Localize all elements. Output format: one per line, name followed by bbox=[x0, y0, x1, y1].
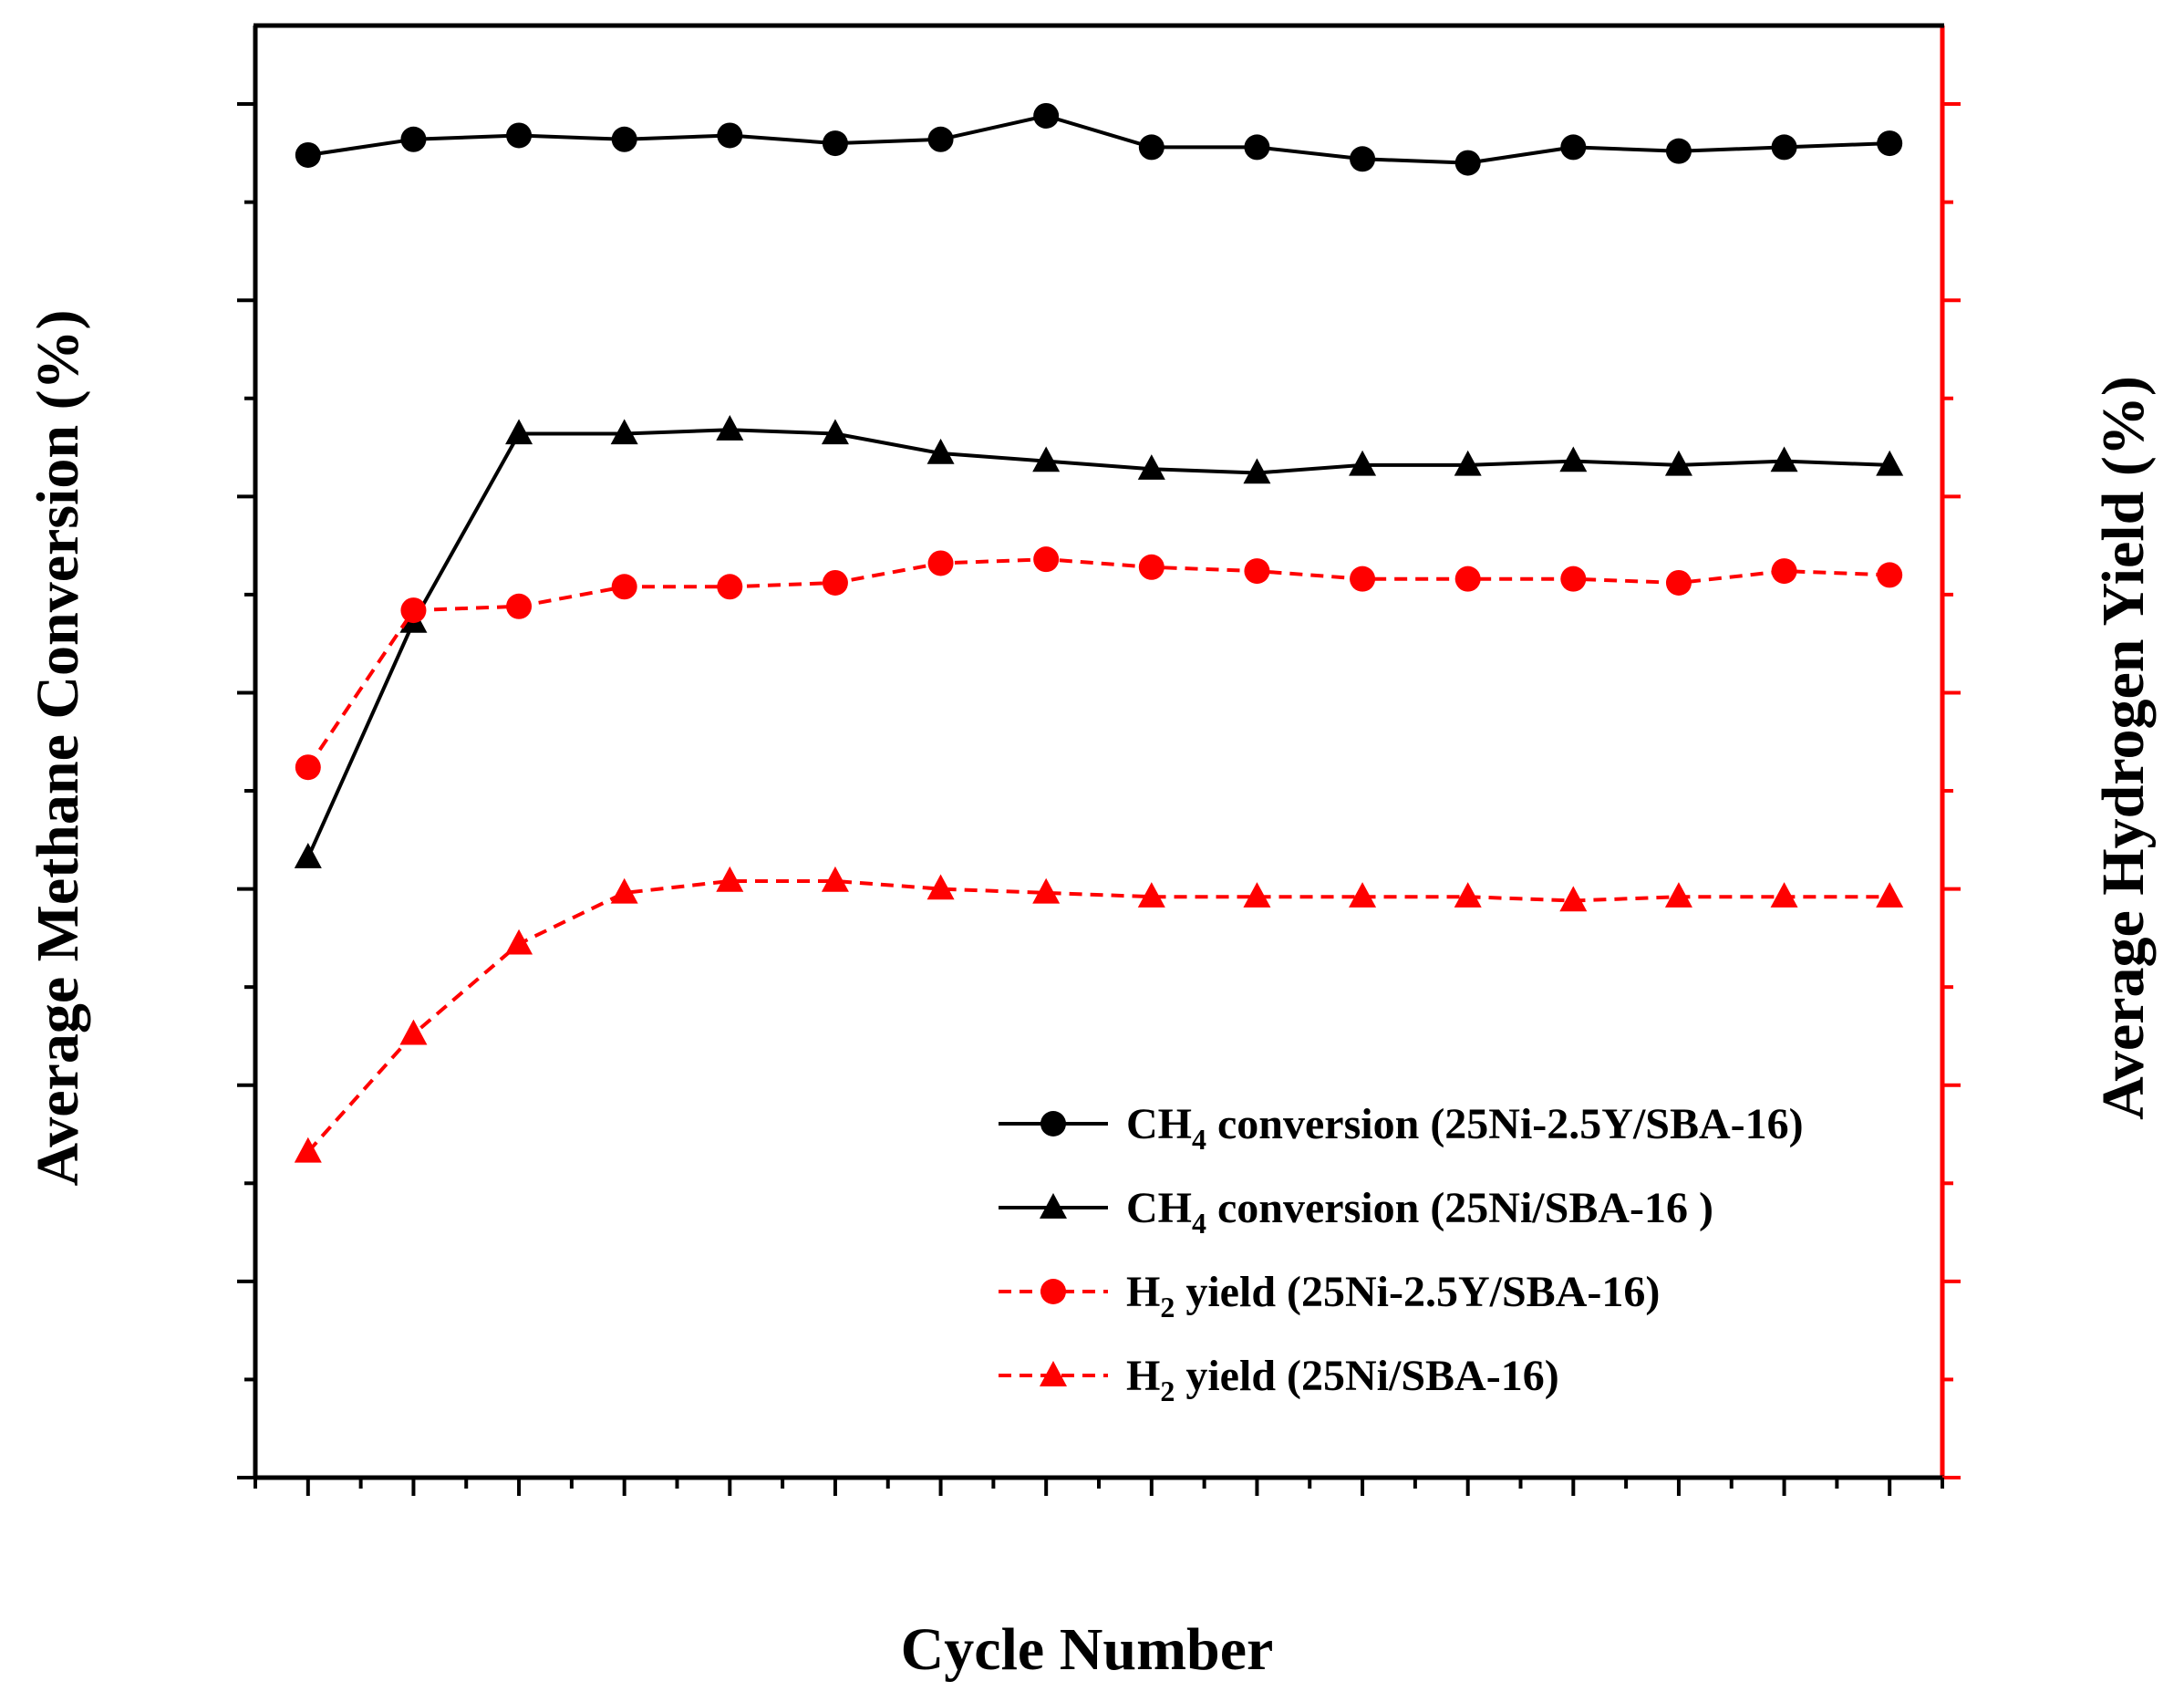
data-point-s2-7 bbox=[926, 438, 955, 464]
data-point-s3-12 bbox=[1454, 566, 1481, 592]
data-point-s2-12 bbox=[1454, 450, 1482, 476]
data-point-s4-6 bbox=[821, 866, 849, 892]
data-point-s1-11 bbox=[1350, 146, 1376, 172]
series-line-3 bbox=[306, 557, 1890, 769]
data-point-s2-11 bbox=[1349, 450, 1377, 476]
data-point-s4-4 bbox=[610, 877, 638, 904]
data-point-s1-7 bbox=[927, 126, 954, 152]
data-point-s3-10 bbox=[1244, 558, 1270, 585]
data-point-s4-2 bbox=[399, 1019, 428, 1045]
legend-label-rest: conversion (25Ni-2.5Y/SBA-16) bbox=[1206, 1100, 1804, 1148]
data-point-s3-3 bbox=[506, 593, 533, 619]
legend-label-rest: yield (25Ni-2.5Y/SBA-16) bbox=[1175, 1268, 1660, 1316]
legend: CH4 conversion (25Ni-2.5Y/SBA-16)CH4 con… bbox=[999, 1100, 1804, 1407]
legend-marker-3 bbox=[1040, 1279, 1066, 1304]
data-point-s4-9 bbox=[1137, 882, 1165, 908]
data-point-s3-5 bbox=[717, 574, 743, 600]
legend-label-subscript: 4 bbox=[1192, 1207, 1206, 1240]
data-point-s1-9 bbox=[1138, 134, 1164, 161]
data-point-s3-16 bbox=[1877, 562, 1903, 588]
data-point-s2-10 bbox=[1243, 458, 1271, 484]
data-point-s4-14 bbox=[1664, 882, 1692, 908]
data-point-s4-11 bbox=[1349, 882, 1377, 908]
data-point-s1-6 bbox=[822, 130, 848, 157]
data-point-s3-9 bbox=[1138, 554, 1164, 580]
axes bbox=[237, 23, 1961, 1496]
data-point-s2-15 bbox=[1770, 446, 1798, 472]
legend-label-4: H2 yield (25Ni/SBA-16) bbox=[1126, 1352, 1559, 1407]
data-point-s1-14 bbox=[1665, 138, 1692, 164]
legend-label-subscript: 2 bbox=[1160, 1375, 1175, 1407]
y-axis-title-left: Average Methane Conversion (%) bbox=[25, 309, 91, 1186]
series-line-2 bbox=[305, 428, 1890, 859]
data-point-s2-1 bbox=[294, 843, 322, 868]
legend-label-1: CH4 conversion (25Ni-2.5Y/SBA-16) bbox=[1126, 1100, 1804, 1156]
data-point-s2-8 bbox=[1032, 446, 1061, 472]
data-point-s3-4 bbox=[611, 574, 637, 600]
data-point-s1-4 bbox=[611, 126, 637, 152]
data-point-s2-16 bbox=[1876, 450, 1904, 476]
data-point-s1-3 bbox=[506, 122, 533, 149]
data-point-s3-13 bbox=[1560, 566, 1587, 592]
data-point-s4-1 bbox=[294, 1136, 322, 1163]
legend-label-main: H bbox=[1126, 1268, 1160, 1316]
data-point-s3-1 bbox=[295, 754, 321, 781]
legend-label-2: CH4 conversion (25Ni/SBA-16 ) bbox=[1126, 1184, 1713, 1240]
data-point-s4-12 bbox=[1454, 882, 1482, 908]
data-point-s4-5 bbox=[716, 866, 744, 892]
data-point-s4-3 bbox=[505, 929, 533, 955]
legend-label-main: CH bbox=[1126, 1184, 1192, 1232]
data-point-s2-9 bbox=[1137, 454, 1165, 480]
data-point-s3-11 bbox=[1350, 566, 1376, 592]
legend-label-rest: conversion (25Ni/SBA-16 ) bbox=[1206, 1184, 1713, 1232]
legend-label-3: H2 yield (25Ni-2.5Y/SBA-16) bbox=[1126, 1268, 1660, 1323]
data-point-s3-2 bbox=[400, 597, 427, 624]
data-point-s3-6 bbox=[822, 569, 848, 596]
legend-marker-4 bbox=[1040, 1361, 1067, 1386]
data-point-s3-15 bbox=[1771, 558, 1797, 585]
data-point-s1-8 bbox=[1033, 102, 1060, 129]
legend-marker-1 bbox=[1040, 1111, 1066, 1136]
data-point-s1-15 bbox=[1771, 134, 1797, 161]
data-point-s3-7 bbox=[927, 550, 954, 576]
plot-area bbox=[294, 102, 1904, 1163]
data-point-s2-13 bbox=[1559, 446, 1588, 472]
legend-marker-2 bbox=[1040, 1193, 1067, 1219]
data-point-s4-16 bbox=[1876, 882, 1904, 908]
data-point-s1-1 bbox=[295, 141, 321, 168]
data-point-s4-13 bbox=[1559, 886, 1588, 912]
data-point-s4-7 bbox=[926, 874, 955, 900]
data-point-s2-3 bbox=[505, 419, 533, 445]
data-point-s1-5 bbox=[717, 122, 743, 149]
data-point-s1-13 bbox=[1560, 134, 1587, 161]
legend-label-rest: yield (25Ni/SBA-16) bbox=[1175, 1352, 1558, 1400]
data-point-s1-16 bbox=[1877, 130, 1903, 157]
data-point-s2-4 bbox=[610, 419, 638, 445]
legend-label-subscript: 4 bbox=[1192, 1123, 1206, 1156]
data-point-s2-5 bbox=[716, 415, 744, 441]
legend-label-main: H bbox=[1126, 1352, 1160, 1400]
series-line-1 bbox=[307, 114, 1890, 165]
data-point-s3-14 bbox=[1665, 569, 1692, 596]
legend-label-subscript: 2 bbox=[1160, 1291, 1175, 1323]
legend-label-main: CH bbox=[1126, 1100, 1192, 1148]
data-point-s3-8 bbox=[1033, 546, 1060, 573]
data-point-s1-12 bbox=[1454, 150, 1481, 176]
data-point-s4-15 bbox=[1770, 882, 1798, 908]
data-point-s4-8 bbox=[1032, 877, 1061, 904]
data-point-s1-2 bbox=[400, 126, 427, 152]
data-point-s2-14 bbox=[1664, 450, 1692, 476]
data-point-s4-10 bbox=[1243, 882, 1271, 908]
data-point-s2-6 bbox=[821, 419, 849, 445]
series-line-4 bbox=[306, 879, 1890, 1154]
y-axis-title-right: Average Hydrogen Yield (%) bbox=[2090, 376, 2157, 1120]
x-axis-title: Cycle Number bbox=[901, 1616, 1274, 1683]
data-point-s1-10 bbox=[1244, 134, 1270, 161]
